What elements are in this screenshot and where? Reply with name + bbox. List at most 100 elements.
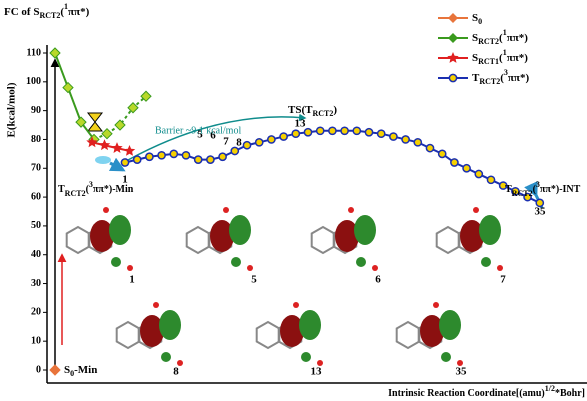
min-annotation-sub: RCT2 <box>65 189 86 198</box>
point <box>99 139 110 150</box>
y-tick-label: 10 <box>31 335 41 346</box>
min-annotation-part: ππ*)-Min <box>93 184 134 195</box>
structure-label: 1 <box>129 274 135 286</box>
y-tick-label: 50 <box>31 220 41 231</box>
atom <box>103 207 109 213</box>
orbital-lobe <box>301 352 311 362</box>
point <box>50 365 60 375</box>
y-tick-label: 70 <box>31 163 41 174</box>
structure-label: 7 <box>500 274 506 286</box>
y-tick-label: 100 <box>26 76 41 87</box>
point-label: 13 <box>295 118 307 130</box>
series-line <box>92 142 130 151</box>
y-tick-label: 0 <box>36 364 41 375</box>
ring <box>187 227 210 253</box>
legend-marker <box>448 13 458 23</box>
point-label: 7 <box>223 136 229 148</box>
s0-min-annotation: S0-Min <box>64 364 97 379</box>
point <box>121 159 128 166</box>
legend-label-part: ππ*) <box>507 32 529 44</box>
ring <box>437 227 460 253</box>
ring <box>397 322 420 348</box>
point <box>402 136 409 143</box>
point <box>170 150 177 157</box>
legend-label-sub: 0 <box>478 17 482 26</box>
molecule <box>117 302 183 366</box>
point <box>439 150 446 157</box>
x-axis-label-part: Intrinsic Reaction Coordinate[(amu) <box>388 388 545 399</box>
molecule <box>257 302 323 366</box>
point <box>182 152 189 159</box>
atom <box>497 265 503 271</box>
chart-title-part: ππ*) <box>68 6 90 18</box>
point <box>487 176 494 183</box>
x-axis-label: Intrinsic Reaction Coordinate[(amu)1/2*B… <box>388 384 585 399</box>
int-annotation: TRCT2(3ππ*)-INT <box>505 180 581 198</box>
orbital-lobe <box>109 215 131 245</box>
atom <box>473 207 479 213</box>
crossing-glow <box>95 156 111 164</box>
point <box>243 142 250 149</box>
y-tick-label: 20 <box>31 307 41 318</box>
point-label: 35 <box>535 206 547 218</box>
atom <box>348 207 354 213</box>
series-line <box>55 53 94 139</box>
molecule <box>437 207 503 271</box>
ts-annotation-sub: RCT2 <box>312 109 333 118</box>
ring <box>67 227 90 253</box>
orbital-lobe <box>356 257 366 267</box>
series-line <box>107 96 146 133</box>
chart-title-sub: RCT2 <box>39 11 60 20</box>
point <box>414 139 421 146</box>
y-axis-label: E(kcal/mol) <box>6 82 18 137</box>
point <box>426 145 433 152</box>
chart-title: FC of SRCT2(1ππ*) <box>4 2 90 20</box>
point <box>219 153 226 160</box>
orbital-lobe <box>481 257 491 267</box>
point <box>268 136 275 143</box>
atom <box>433 302 439 308</box>
series-line <box>125 131 540 203</box>
point <box>111 142 122 153</box>
structure-label: 8 <box>173 366 179 378</box>
legend-marker <box>449 74 456 81</box>
point <box>146 153 153 160</box>
legend-label-sub: RCT2 <box>479 77 500 86</box>
orbital-lobe <box>159 310 181 340</box>
orbital-lobe <box>354 215 376 245</box>
y-tick-label: 80 <box>31 134 41 145</box>
structure-label: 6 <box>375 274 381 286</box>
y-tick-label: 60 <box>31 191 41 202</box>
point <box>463 165 470 172</box>
legend-label: S0 <box>472 12 482 27</box>
legend-label: SRCT1(1ππ*) <box>472 48 528 66</box>
point <box>292 130 299 137</box>
orbital-lobe <box>479 215 501 245</box>
ts-annotation-part: ) <box>333 104 337 116</box>
barrier-annotation: Barrier ~9.1 kcal/mol <box>155 125 241 136</box>
point <box>365 129 372 136</box>
y-tick-label: 90 <box>31 105 41 116</box>
point <box>390 133 397 140</box>
ring <box>312 227 335 253</box>
point <box>124 145 135 156</box>
structure-label: 35 <box>456 366 468 378</box>
legend-label-sub: RCT2 <box>478 37 499 46</box>
molecule <box>67 207 133 271</box>
atom <box>293 302 299 308</box>
legend-marker <box>448 33 458 43</box>
molecule <box>312 207 378 271</box>
x-axis-label-part: *Bohr] <box>555 388 585 399</box>
point <box>195 156 202 163</box>
int-annotation-sub: RCT2 <box>512 189 533 198</box>
point <box>280 133 287 140</box>
ts-annotation-part: TS(T <box>288 104 313 116</box>
point <box>329 127 336 134</box>
point <box>304 129 311 136</box>
orbital-lobe <box>299 310 321 340</box>
y-tick-label: 30 <box>31 278 41 289</box>
point <box>378 130 385 137</box>
point <box>451 159 458 166</box>
chart: 0102030405060708090100110E(kcal/mol)Intr… <box>0 0 587 401</box>
legend-label-part: ππ*) <box>507 52 529 64</box>
